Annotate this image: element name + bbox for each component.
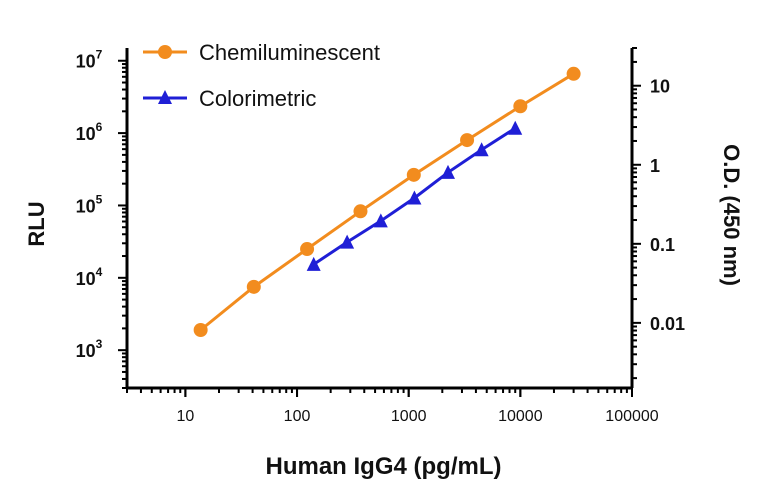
x-tick-label: 10 [176, 408, 194, 425]
data-point [513, 99, 528, 114]
series-line-chemiluminescent [199, 72, 575, 332]
y-axis-title: RLU [24, 201, 49, 246]
data-point [340, 234, 355, 249]
data-point [474, 142, 489, 157]
y2-tick-label: 10 [650, 77, 670, 97]
legend-label: Colorimetric [199, 86, 316, 111]
y-tick-label: 106 [76, 120, 103, 144]
y-tick-label: 107 [76, 48, 103, 72]
x-tick-label: 10000 [498, 408, 543, 425]
data-point [353, 204, 368, 219]
data-point [306, 256, 321, 271]
y2-tick-label: 1 [650, 156, 660, 176]
y-tick-label: 103 [76, 337, 103, 361]
data-point [193, 322, 208, 337]
y2-tick-label: 0.1 [650, 235, 675, 255]
data-point [441, 164, 456, 179]
data-point [508, 120, 523, 135]
x-tick-label: 100 [284, 408, 311, 425]
series-layer [193, 66, 581, 337]
legend-marker [158, 90, 172, 104]
data-point [566, 66, 581, 81]
data-point [300, 242, 315, 257]
data-point [460, 133, 475, 148]
legend: Chemiluminescent Colorimetric [143, 40, 380, 111]
data-point [406, 167, 421, 182]
data-point [407, 190, 422, 205]
legend-label: Chemiluminescent [199, 40, 380, 65]
y2-axis-title: O.D. (450 nm) [719, 144, 744, 286]
y2-tick-label: 0.01 [650, 314, 685, 334]
x-tick-label: 100000 [605, 408, 658, 425]
y-tick-label: 105 [76, 192, 103, 216]
legend-marker [158, 45, 172, 59]
y-tick-label: 104 [76, 265, 103, 289]
data-point [373, 213, 388, 228]
x-tick-label: 1000 [391, 408, 427, 425]
x-axis-title: Human IgG4 (pg/mL) [266, 453, 502, 480]
axes-layer: 10 100 1000 10000 100000 103 104 105 106 107 0.01 0… [76, 47, 685, 425]
data-point [246, 279, 261, 294]
